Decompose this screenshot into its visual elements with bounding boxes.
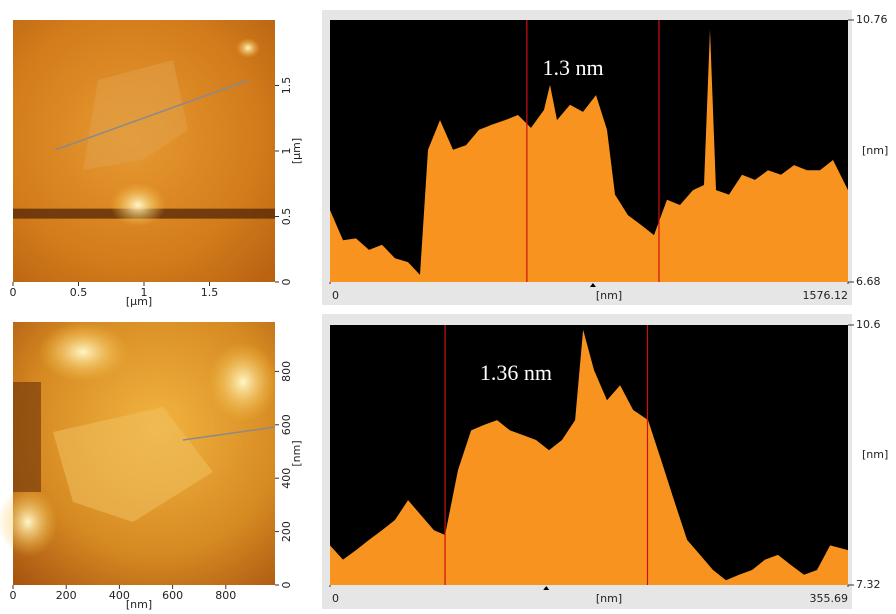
x-axis-label: [µm] (126, 295, 152, 308)
y-tick-label: 0 (280, 582, 293, 589)
flake (53, 407, 213, 522)
profile-line (54, 79, 250, 151)
cursor-marker (589, 283, 596, 287)
cursor-marker (543, 586, 550, 590)
x-axis-label: [nm] (596, 592, 622, 605)
x-axis-label: [nm] (596, 289, 622, 302)
x-tick-label: 1576.12 (803, 289, 849, 302)
y-tick-label: 7.32 (856, 578, 881, 591)
x-tick-label: 1.5 (201, 286, 219, 299)
y-tick-label: 600 (280, 414, 293, 435)
flake (83, 60, 188, 170)
x-tick-label: 0 (332, 592, 339, 605)
y-tick-label: 400 (280, 468, 293, 489)
y-tick-label: 1.5 (280, 77, 293, 95)
y-tick-label: 200 (280, 521, 293, 542)
y-axis-label: [nm] (862, 448, 888, 461)
x-tick-label: 0 (10, 286, 17, 299)
particle (0, 487, 58, 557)
y-tick-label: 10.76 (856, 13, 888, 26)
y-tick-label: 800 (280, 361, 293, 382)
y-tick-label: 1 (280, 148, 293, 155)
x-tick-label: 0.5 (70, 286, 88, 299)
profile-line (182, 426, 276, 441)
y-axis-label: [nm] (862, 144, 888, 157)
x-tick-label: 1 (141, 286, 148, 299)
height-profile (330, 329, 848, 585)
y-tick-label: 0.5 (280, 208, 293, 226)
annotation: 1.36 nm (480, 360, 552, 385)
y-tick-label: 0 (280, 279, 293, 286)
particle (110, 183, 166, 227)
particle (236, 38, 260, 58)
x-axis-label: [nm] (126, 598, 152, 610)
x-tick-label: 0 (10, 589, 17, 602)
x-tick-label: 400 (109, 589, 130, 602)
annotation: 1.3 nm (543, 55, 604, 80)
x-tick-label: 0 (332, 289, 339, 302)
y-axis-label: [µm] (290, 138, 303, 164)
shadow (13, 382, 41, 492)
x-tick-label: 800 (215, 589, 236, 602)
x-tick-label: 355.69 (810, 592, 849, 605)
particle (208, 342, 278, 422)
particle (38, 322, 128, 382)
y-axis-label: [nm] (290, 440, 303, 466)
y-tick-label: 6.68 (856, 275, 881, 288)
x-tick-label: 600 (162, 589, 183, 602)
y-tick-label: 10.6 (856, 318, 881, 331)
height-profile (330, 29, 848, 282)
x-tick-label: 200 (56, 589, 77, 602)
